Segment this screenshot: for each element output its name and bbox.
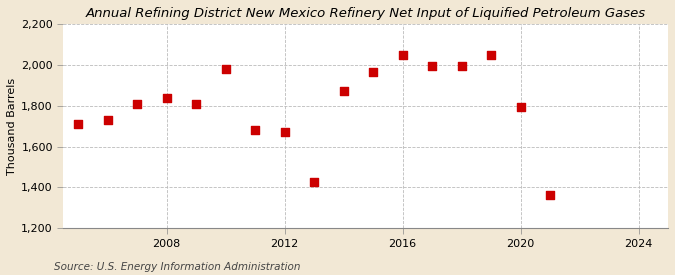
Point <box>279 130 290 134</box>
Point <box>102 118 113 122</box>
Point <box>427 64 437 68</box>
Point <box>308 180 319 185</box>
Title: Annual Refining District New Mexico Refinery Net Input of Liquified Petroleum Ga: Annual Refining District New Mexico Refi… <box>86 7 646 20</box>
Point <box>397 52 408 57</box>
Point <box>132 101 142 106</box>
Point <box>190 101 201 106</box>
Point <box>456 64 467 68</box>
Point <box>73 122 84 126</box>
Point <box>338 89 349 94</box>
Point <box>515 104 526 109</box>
Point <box>250 128 261 133</box>
Point <box>161 95 172 100</box>
Point <box>545 192 556 197</box>
Point <box>220 67 231 71</box>
Text: Source: U.S. Energy Information Administration: Source: U.S. Energy Information Administ… <box>54 262 300 272</box>
Y-axis label: Thousand Barrels: Thousand Barrels <box>7 78 17 175</box>
Point <box>485 52 496 57</box>
Point <box>368 70 379 74</box>
